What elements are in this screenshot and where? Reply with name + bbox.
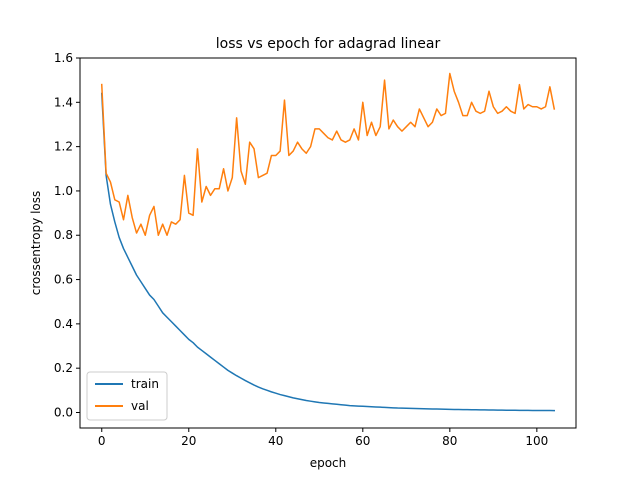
legend: train val [86, 371, 168, 421]
chart-title: loss vs epoch for adagrad linear [216, 36, 441, 52]
x-tick-label: 40 [268, 434, 283, 448]
y-tick-label: 1.0 [54, 184, 73, 198]
x-tick-label: 20 [181, 434, 196, 448]
series-line-val [100, 72, 556, 236]
legend-label-val: val [131, 399, 149, 413]
y-tick-label: 1.2 [54, 140, 73, 154]
y-tick-label: 0.4 [54, 317, 73, 331]
y-tick-label: 0.8 [54, 228, 73, 242]
y-axis-label: crossentropy loss [29, 191, 43, 296]
series-lines [100, 72, 556, 412]
x-tick-label: 60 [355, 434, 370, 448]
y-tick-label: 1.4 [54, 95, 73, 109]
y-tick-label: 0.0 [54, 405, 73, 419]
y-axis-ticks: 0.0 0.2 0.4 0.6 0.8 1.0 1.2 1.4 1.6 [54, 51, 80, 419]
x-tick-label: 100 [525, 434, 548, 448]
x-tick-label: 80 [442, 434, 457, 448]
y-tick-label: 1.6 [54, 51, 73, 65]
legend-label-train: train [131, 377, 159, 391]
axes-frame [79, 57, 577, 429]
x-tick-label: 0 [98, 434, 106, 448]
x-axis-label: epoch [310, 456, 347, 470]
y-tick-label: 0.2 [54, 361, 73, 375]
y-tick-label: 0.6 [54, 273, 73, 287]
x-axis-ticks: 0 20 40 60 80 100 [98, 428, 548, 448]
series-line-train [100, 92, 556, 412]
